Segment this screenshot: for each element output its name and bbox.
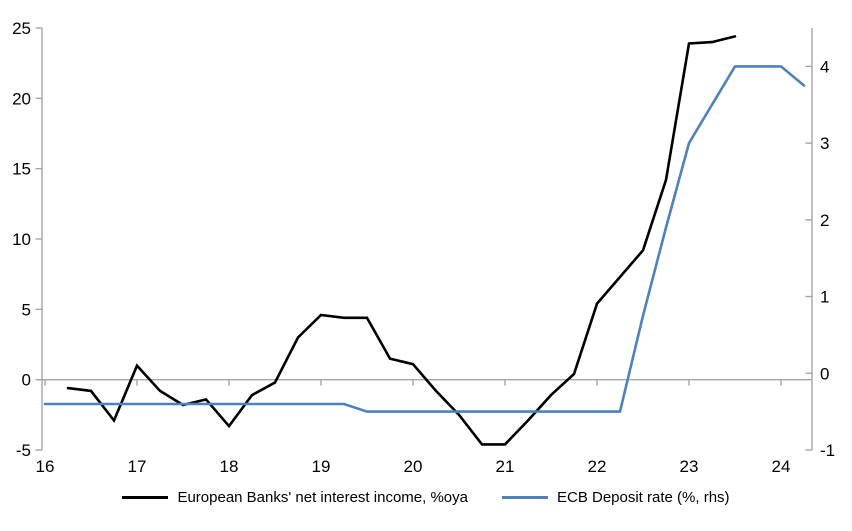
- tick-label: 20: [12, 89, 31, 108]
- tick-label: 25: [12, 19, 31, 38]
- blue-line-swatch-icon: [501, 496, 548, 499]
- tick-label: 18: [220, 457, 239, 476]
- series-line-ecb-deposit-rate: [43, 65, 806, 413]
- tick-label: 19: [312, 457, 331, 476]
- right-axis: 4 3 2 1 0 -1: [805, 28, 835, 460]
- legend: European Banks' net interest income, %oy…: [0, 489, 852, 506]
- series-line-net-interest-income: [66, 35, 737, 446]
- tick-label: 0: [22, 371, 31, 390]
- tick-label: -1: [820, 441, 835, 460]
- tick-label: 17: [128, 457, 147, 476]
- tick-label: 16: [36, 457, 55, 476]
- tick-label: -5: [16, 441, 31, 460]
- tick-label: 4: [820, 57, 829, 76]
- tick-label: 21: [496, 457, 515, 476]
- x-axis: 16 17 18 19 20 21 22 23 24: [35, 378, 812, 476]
- left-axis: 25 20 15 10 5 0 -5: [12, 19, 43, 460]
- black-line-swatch-icon: [122, 496, 169, 499]
- tick-label: 24: [772, 457, 791, 476]
- tick-label: 20: [404, 457, 423, 476]
- legend-item-net-interest-income: European Banks' net interest income, %oy…: [122, 489, 468, 506]
- tick-label: 1: [820, 288, 829, 307]
- tick-label: 22: [588, 457, 607, 476]
- legend-label-ecb-deposit-rate: ECB Deposit rate (%, rhs): [556, 489, 730, 506]
- tick-label: 10: [12, 230, 31, 249]
- tick-label: 23: [680, 457, 699, 476]
- tick-label: 3: [820, 134, 829, 153]
- tick-label: 5: [22, 300, 31, 319]
- tick-label: 0: [820, 364, 829, 383]
- legend-item-ecb-deposit-rate: ECB Deposit rate (%, rhs): [501, 489, 730, 506]
- tick-label: 2: [820, 211, 829, 230]
- tick-label: 15: [12, 160, 31, 179]
- legend-label-net-interest-income: European Banks' net interest income, %oy…: [177, 489, 468, 506]
